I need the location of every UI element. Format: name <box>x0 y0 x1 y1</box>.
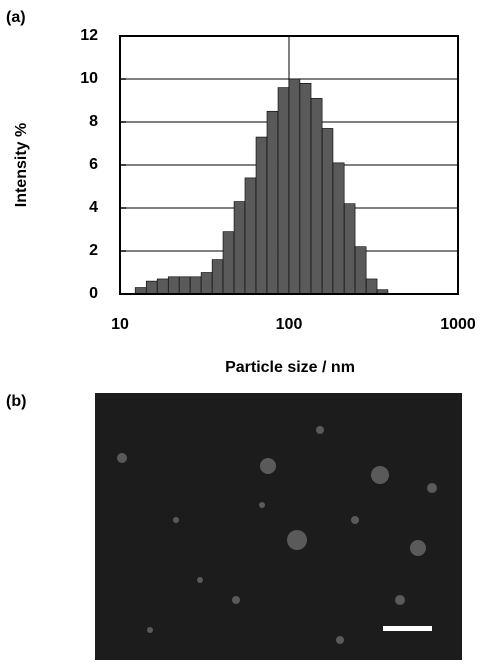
bar <box>288 78 301 295</box>
bar <box>233 201 246 295</box>
bar <box>156 278 169 295</box>
panel-label: (a) <box>6 9 26 26</box>
particles <box>117 426 437 644</box>
plot-frame <box>119 35 459 295</box>
bar <box>365 278 378 295</box>
y-tick-label: 2 <box>89 242 98 259</box>
micrograph-image <box>95 393 462 660</box>
bar <box>277 87 290 295</box>
panel-label: (b) <box>6 393 26 410</box>
bar <box>266 110 279 295</box>
bar <box>145 280 158 295</box>
bar <box>200 272 213 295</box>
y-tick-label: 10 <box>80 70 98 87</box>
bar <box>332 162 345 295</box>
x-axis-title: Particle size / nm <box>225 359 355 376</box>
bar <box>211 259 224 295</box>
y-tick-label: 6 <box>89 156 98 173</box>
bar <box>244 177 257 295</box>
bar <box>321 128 334 295</box>
y-tick-label: 8 <box>89 113 98 130</box>
micrograph <box>95 393 462 660</box>
bar <box>310 98 323 295</box>
y-axis-title: Intensity % <box>13 123 30 207</box>
bar <box>222 231 235 295</box>
bar <box>255 136 268 295</box>
y-tick-label: 12 <box>80 27 98 44</box>
y-tick-label: 0 <box>89 285 98 302</box>
x-tick-label: 10 <box>111 316 129 333</box>
x-tick-label: 100 <box>276 316 303 333</box>
y-tick-label: 4 <box>89 199 98 216</box>
bar <box>354 246 367 295</box>
bar <box>178 276 191 295</box>
bar <box>299 83 312 295</box>
scale-bar <box>383 626 432 631</box>
bar <box>343 203 356 295</box>
bar <box>167 276 180 295</box>
x-tick-label: 1000 <box>440 316 476 333</box>
bar <box>189 276 202 295</box>
